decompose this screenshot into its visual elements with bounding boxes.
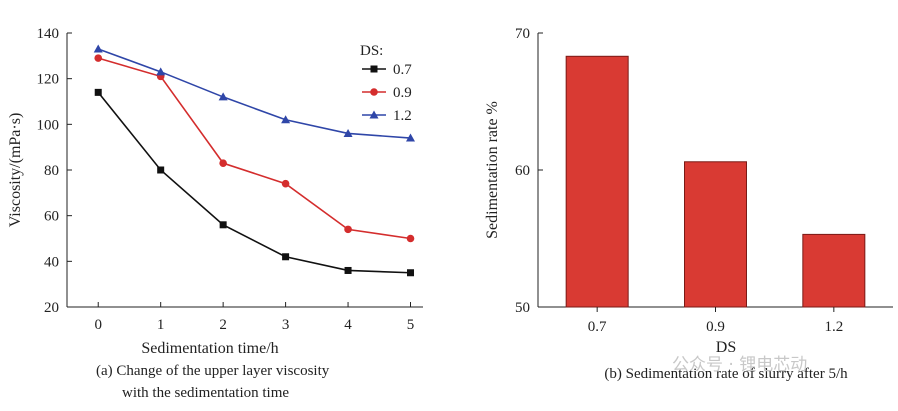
bar-0.7 [565,55,629,308]
chart-a-caption-line2: with the sedimentation time [122,385,289,401]
x-tick-label: 3 [282,317,290,333]
y-tick-label: 100 [37,117,60,133]
x-tick-label: 2 [219,317,227,333]
y-tick-label: 140 [37,26,60,42]
data-point [406,234,415,243]
series-1.2 [93,44,416,142]
y-tick-label: 60 [515,163,530,179]
legend-label: 0.7 [393,62,412,78]
y-tick-label: 40 [44,254,59,270]
data-point [93,44,103,53]
data-point [282,253,290,261]
data-point [343,128,353,137]
bar-1.2 [802,233,866,308]
y-tick-label: 70 [515,26,530,42]
sedimentation-bar-chart: 50 60 70 0.7 0.9 1.2 DS Sedimentation rate %… [484,26,893,382]
series-0.7 [94,88,415,277]
data-point [281,115,291,124]
chart-a-caption-line1: (a) Change of the upper layer viscosity [96,363,330,379]
y-tick-label: 20 [44,300,59,316]
data-point [218,92,228,101]
bar-0.9 [684,161,747,308]
data-point [406,133,416,142]
chart-a-y-label: Viscosity/(mPa·s) [7,113,24,228]
data-point [219,221,227,229]
viscosity-line-chart: 20 40 60 80 100 120 140 0 1 2 3 4 5 DS: 0.7 0.9 1.2 S… [7,26,423,401]
watermark-text: 公众号 · 锂电芯动 [672,355,807,375]
x-tick-label: 0.9 [706,319,725,335]
legend-label: 1.2 [393,108,412,124]
chart-a-x-label: Sedimentation time/h [141,340,278,357]
x-tick-label: 0 [94,317,102,333]
chart-b-y-label: Sedimentation rate % [484,101,501,239]
x-tick-label: 0.7 [588,319,607,335]
chart-b-caption: (b) Sedimentation rate of slurry after 5… [604,366,848,382]
legend-label: 0.9 [393,85,412,101]
x-tick-label: 5 [407,317,415,333]
data-point [407,269,415,277]
chart-b-x-label: DS [716,339,736,356]
series-line [97,48,411,139]
legend-marker [369,110,379,119]
data-point [344,266,352,274]
y-tick-label: 50 [515,300,530,316]
x-tick-label: 1 [157,317,165,333]
series-line [98,57,411,240]
data-point [156,67,166,76]
data-point [157,166,165,174]
data-point [219,159,227,167]
data-point [94,88,102,96]
series-line [97,91,411,274]
data-point [344,225,352,234]
x-tick-label: 4 [344,317,352,333]
legend-marker [370,88,378,96]
legend-title: DS: [360,43,383,59]
x-tick-label: 1.2 [824,319,843,335]
legend-marker [370,65,378,73]
y-tick-label: 60 [44,209,59,225]
data-point [281,179,290,188]
data-point [94,54,103,62]
y-tick-label: 80 [44,163,59,179]
y-tick-label: 120 [37,72,60,88]
